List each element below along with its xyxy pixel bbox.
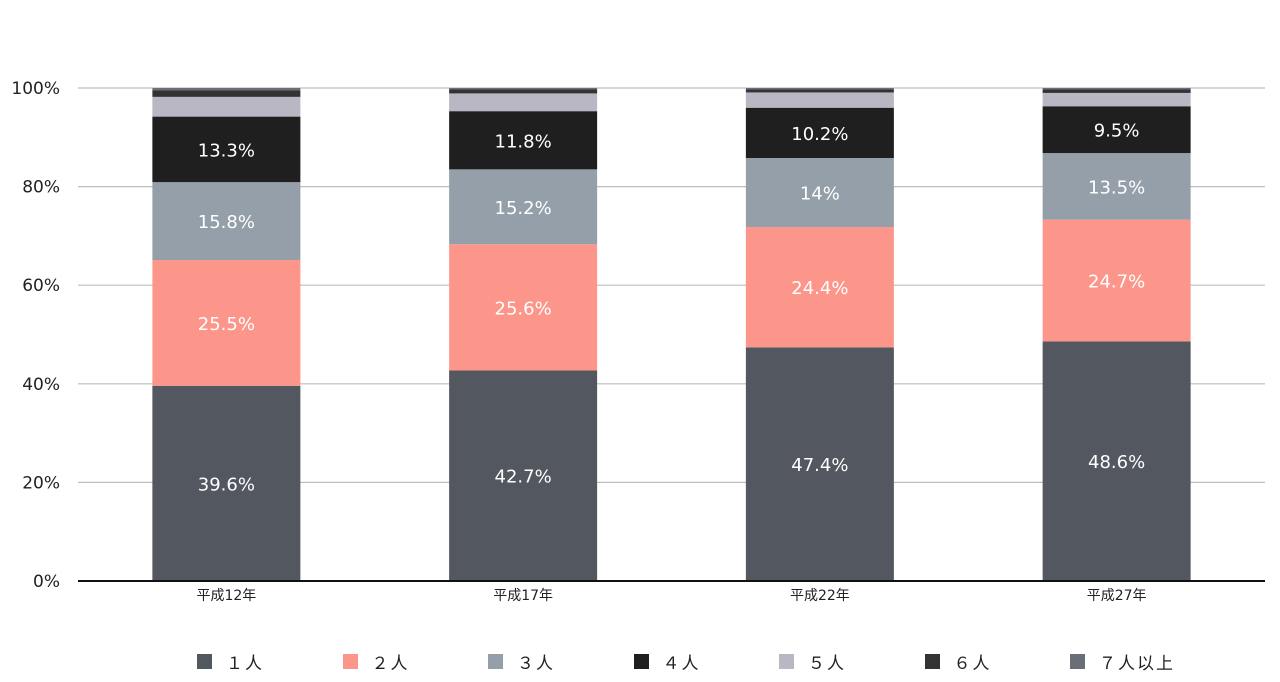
legend-item: ３人 (488, 646, 555, 676)
bar-segment (745, 88, 894, 90)
legend-label: ７人以上 (1099, 653, 1175, 674)
legend-item: ６人 (924, 646, 992, 676)
legend-label: ６人 (953, 653, 992, 674)
data-label: 11.8% (495, 131, 552, 152)
bar-segment (1042, 153, 1191, 220)
bar-segment (745, 227, 894, 348)
x-tick-label: 平成22年 (790, 588, 850, 604)
legend-swatch (779, 653, 794, 669)
x-tick-label: 平成12年 (196, 588, 256, 604)
data-label: 25.5% (198, 314, 255, 335)
y-tick-label: 100% (11, 79, 60, 99)
y-tick-label: 20% (22, 473, 60, 493)
data-label: 24.4% (791, 278, 848, 299)
stacked-bar-chart: 0% 20% 40% 60% 80% 100% 39.6% 25.5% 15.8% 13.3% 4… (11, 79, 1265, 604)
data-label: 9.5% (1094, 121, 1140, 142)
bar-segment (152, 88, 301, 91)
bar-segment (1042, 341, 1191, 581)
bar-segment (152, 90, 301, 97)
bar-segment (152, 96, 301, 117)
legend-swatch (1070, 653, 1085, 669)
y-tick-label: 80% (22, 178, 60, 198)
data-label: 13.3% (198, 140, 255, 161)
bar-segment (745, 89, 894, 93)
bar-segment (449, 111, 598, 170)
y-tick-label: 0% (33, 572, 60, 592)
data-label: 48.6% (1088, 452, 1145, 473)
data-label: 24.7% (1088, 272, 1145, 293)
bar-segment (1042, 106, 1191, 154)
bar-segment (1042, 88, 1191, 90)
legend-item: ７人以上 (1070, 646, 1175, 676)
legend-item: １人 (197, 646, 264, 676)
x-axis: 平成12年 平成17年 平成22年 平成27年 (78, 580, 1265, 604)
bar-segment (449, 169, 598, 245)
data-label: 42.7% (495, 467, 552, 488)
y-tick-label: 40% (22, 375, 60, 395)
bar-segment (745, 347, 894, 581)
bar-segment (449, 244, 598, 371)
legend-label: ４人 (662, 653, 701, 674)
legend-label: １人 (226, 653, 264, 674)
bar-segment (1042, 89, 1191, 93)
legend-item: ４人 (633, 646, 701, 676)
legend-swatch (633, 653, 649, 669)
bar-segment (449, 89, 598, 94)
data-label: 39.6% (198, 474, 255, 495)
legend-swatch (488, 653, 503, 669)
legend: １人 ２人 ３人 ４人 ５人 ６人 ７人以上 (0, 646, 1280, 676)
bar-segment (1042, 219, 1191, 342)
data-label: 13.5% (1088, 177, 1145, 198)
legend-label: ３人 (517, 653, 555, 674)
bar-segment (745, 107, 894, 159)
bar-segment (1042, 92, 1191, 107)
legend-swatch (197, 653, 212, 669)
data-label: 25.6% (495, 298, 552, 319)
legend-item: ５人 (779, 646, 846, 676)
bars (152, 88, 1191, 581)
bar-segment (449, 88, 598, 90)
x-tick-label: 平成17年 (493, 588, 553, 604)
legend-swatch (342, 653, 358, 669)
bar-segment (152, 260, 301, 386)
data-labels: 39.6% 25.5% 15.8% 13.3% 42.7% 25.6% 15.2% 11.8%… (198, 121, 1145, 496)
bar-segment (449, 93, 598, 112)
bar-segment (152, 116, 301, 183)
bar-segment (745, 92, 894, 108)
bar-segment (152, 182, 301, 261)
bar-segment (745, 158, 894, 228)
legend-swatch (924, 653, 940, 669)
legend-label: ２人 (371, 653, 410, 674)
legend-label: ５人 (808, 653, 846, 674)
data-label: 15.8% (198, 212, 255, 233)
bar-segment (152, 385, 301, 581)
data-label: 14% (800, 184, 840, 205)
bar-segment (449, 370, 598, 581)
data-label: 10.2% (791, 124, 848, 145)
data-label: 47.4% (791, 455, 848, 476)
y-axis-ticks: 0% 20% 40% 60% 80% 100% (11, 79, 60, 592)
x-tick-label: 平成27年 (1087, 588, 1147, 604)
data-label: 15.2% (495, 198, 552, 219)
y-tick-label: 60% (22, 276, 60, 296)
legend-item: ２人 (342, 646, 410, 676)
